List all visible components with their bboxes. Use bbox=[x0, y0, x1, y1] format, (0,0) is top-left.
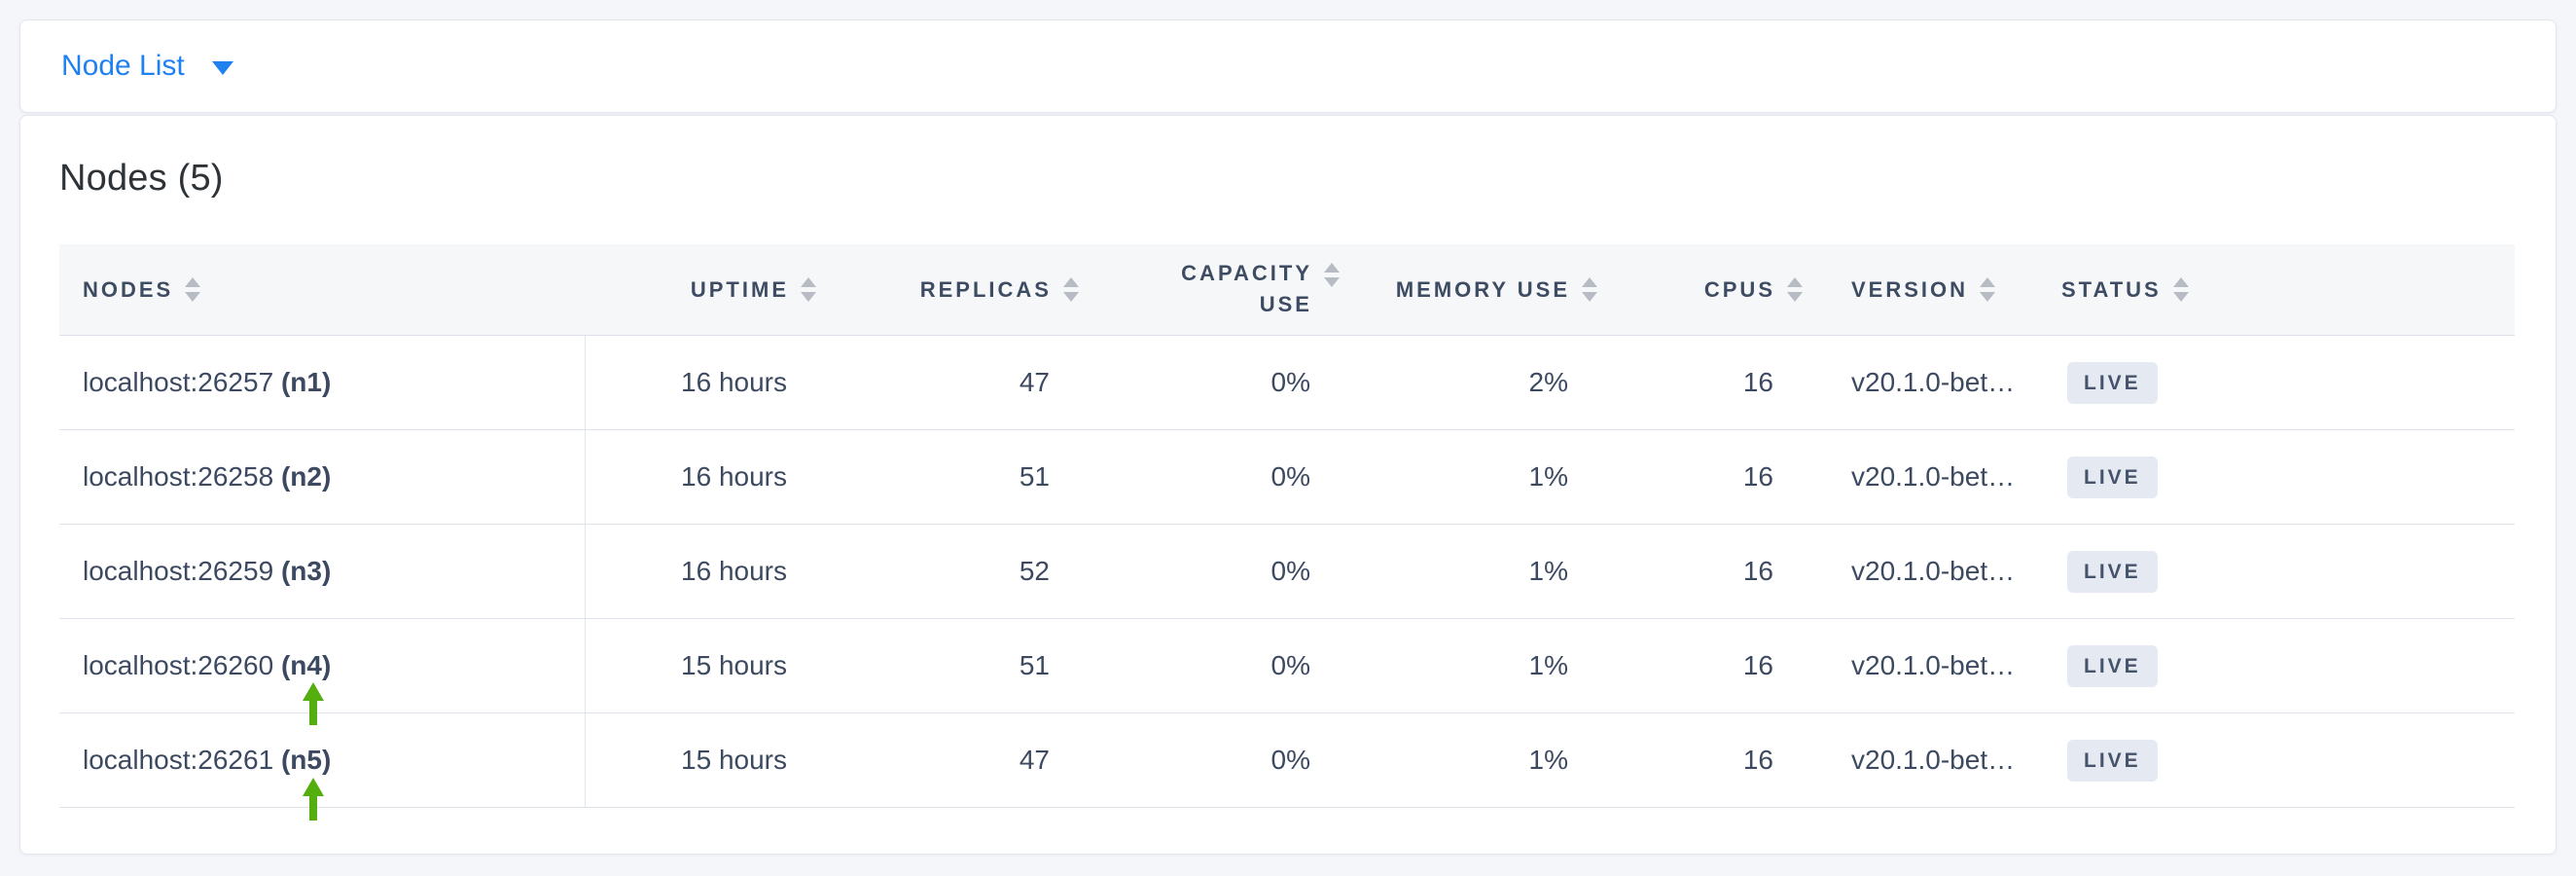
column-header-status[interactable]: STATUS bbox=[2057, 243, 2515, 337]
node-id: (n4) bbox=[280, 650, 332, 681]
cell-memory_use: 1% bbox=[1322, 429, 1580, 526]
cell-status: LIVE bbox=[2057, 524, 2515, 620]
cell-uptime: 16 hours bbox=[585, 429, 799, 526]
cell-capacity_use: 0% bbox=[1061, 429, 1322, 526]
cell-capacity_use: 0% bbox=[1061, 524, 1322, 620]
sort-icon[interactable] bbox=[801, 277, 816, 303]
column-header-node[interactable]: NODES bbox=[59, 243, 585, 337]
node-address: localhost:26257 bbox=[83, 367, 281, 398]
table-row[interactable]: localhost:26261 (n5) 15 hours 47 0% 1% 16 v20.… bbox=[59, 712, 2515, 809]
column-header-replicas[interactable]: REPLICAS bbox=[799, 243, 1079, 337]
table-header-row: NODES UPTIME REPLICAS CAPACITY USE MEMORY US… bbox=[59, 243, 2515, 337]
sort-icon[interactable] bbox=[1063, 277, 1079, 303]
cell-node: localhost:26258 (n2) bbox=[59, 429, 586, 526]
node-list-dropdown[interactable]: Node List bbox=[61, 52, 233, 81]
node-address: localhost:26259 bbox=[83, 556, 281, 587]
cell-node: localhost:26260 (n4) bbox=[59, 618, 586, 714]
node-list-dropdown-label: Node List bbox=[61, 50, 185, 82]
cell-cpus: 16 bbox=[1580, 335, 1785, 431]
cell-replicas: 51 bbox=[799, 618, 1061, 714]
sort-icon[interactable] bbox=[1582, 277, 1597, 303]
cell-capacity_use: 0% bbox=[1061, 335, 1322, 431]
chevron-down-icon bbox=[211, 61, 233, 75]
column-label: STATUS bbox=[2061, 276, 2162, 302]
sort-icon[interactable] bbox=[1980, 277, 1996, 303]
cell-node: localhost:26261 (n5) bbox=[59, 712, 586, 809]
column-header-uptime[interactable]: UPTIME bbox=[585, 243, 816, 337]
nodes-card: Nodes (5) NODES UPTIME REPLICAS CAPACITY US… bbox=[19, 115, 2557, 855]
sort-icon[interactable] bbox=[185, 277, 201, 303]
cell-status: LIVE bbox=[2057, 618, 2515, 714]
node-address: localhost:26261 bbox=[83, 745, 281, 776]
nodes-table: NODES UPTIME REPLICAS CAPACITY USE MEMORY US… bbox=[59, 243, 2515, 809]
cell-memory_use: 2% bbox=[1322, 335, 1580, 431]
cell-memory_use: 1% bbox=[1322, 712, 1580, 809]
cell-replicas: 47 bbox=[799, 335, 1061, 431]
column-label: VERSION bbox=[1851, 276, 1969, 302]
node-id: (n2) bbox=[280, 461, 332, 493]
column-label: NODES bbox=[83, 276, 174, 302]
cell-capacity_use: 0% bbox=[1061, 618, 1322, 714]
column-header-capacity_use[interactable]: CAPACITY USE bbox=[1061, 243, 1340, 337]
column-label: UPTIME bbox=[690, 276, 789, 302]
status-badge: LIVE bbox=[2067, 456, 2158, 498]
cell-version: v20.1.0-bet… bbox=[1785, 429, 2057, 526]
cell-version: v20.1.0-bet… bbox=[1785, 524, 2057, 620]
cell-capacity_use: 0% bbox=[1061, 712, 1322, 809]
column-label: CAPACITY USE bbox=[1181, 261, 1312, 317]
cell-memory_use: 1% bbox=[1322, 618, 1580, 714]
node-id: (n1) bbox=[280, 367, 332, 398]
status-badge: LIVE bbox=[2067, 550, 2158, 593]
cell-cpus: 16 bbox=[1580, 712, 1785, 809]
cell-status: LIVE bbox=[2057, 429, 2515, 526]
column-label: MEMORY USE bbox=[1395, 276, 1570, 302]
cell-node: localhost:26259 (n3) bbox=[59, 524, 586, 620]
nodes-table-wrap: NODES UPTIME REPLICAS CAPACITY USE MEMORY US… bbox=[59, 243, 2515, 821]
column-header-version[interactable]: VERSION bbox=[1785, 243, 2057, 337]
cell-version: v20.1.0-bet… bbox=[1785, 335, 2057, 431]
table-row[interactable]: localhost:26258 (n2) 16 hours 51 0% 1% 16 v20.… bbox=[59, 429, 2515, 526]
page-title: Nodes (5) bbox=[59, 158, 224, 199]
column-header-cpus[interactable]: CPUS bbox=[1580, 243, 1803, 337]
node-address: localhost:26258 bbox=[83, 461, 281, 493]
column-label: CPUS bbox=[1703, 276, 1775, 302]
cell-uptime: 15 hours bbox=[585, 618, 799, 714]
cell-cpus: 16 bbox=[1580, 618, 1785, 714]
column-header-memory_use[interactable]: MEMORY USE bbox=[1322, 243, 1597, 337]
cell-replicas: 51 bbox=[799, 429, 1061, 526]
node-id: (n5) bbox=[280, 745, 332, 776]
column-label: REPLICAS bbox=[919, 276, 1052, 302]
cell-status: LIVE bbox=[2057, 712, 2515, 809]
cell-cpus: 16 bbox=[1580, 524, 1785, 620]
status-badge: LIVE bbox=[2067, 739, 2158, 782]
table-row[interactable]: localhost:26259 (n3) 16 hours 52 0% 1% 16 v20.… bbox=[59, 524, 2515, 620]
cell-version: v20.1.0-bet… bbox=[1785, 712, 2057, 809]
cell-node: localhost:26257 (n1) bbox=[59, 335, 586, 431]
cell-uptime: 16 hours bbox=[585, 524, 799, 620]
cell-version: v20.1.0-bet… bbox=[1785, 618, 2057, 714]
status-badge: LIVE bbox=[2067, 644, 2158, 687]
cell-replicas: 47 bbox=[799, 712, 1061, 809]
cell-memory_use: 1% bbox=[1322, 524, 1580, 620]
sort-icon[interactable] bbox=[1787, 277, 1803, 303]
table-row[interactable]: localhost:26260 (n4) 15 hours 51 0% 1% 16 v20.… bbox=[59, 618, 2515, 714]
sort-icon[interactable] bbox=[1324, 263, 1340, 288]
cell-uptime: 15 hours bbox=[585, 712, 799, 809]
cell-replicas: 52 bbox=[799, 524, 1061, 620]
cell-status: LIVE bbox=[2057, 335, 2515, 431]
view-selector-bar: Node List bbox=[19, 19, 2557, 113]
table-row[interactable]: localhost:26257 (n1) 16 hours 47 0% 2% 16 v20.… bbox=[59, 335, 2515, 431]
sort-icon[interactable] bbox=[2172, 277, 2189, 303]
cell-uptime: 16 hours bbox=[585, 335, 799, 431]
node-address: localhost:26260 bbox=[83, 650, 281, 681]
status-badge: LIVE bbox=[2067, 361, 2158, 404]
node-id: (n3) bbox=[280, 556, 332, 587]
cell-cpus: 16 bbox=[1580, 429, 1785, 526]
